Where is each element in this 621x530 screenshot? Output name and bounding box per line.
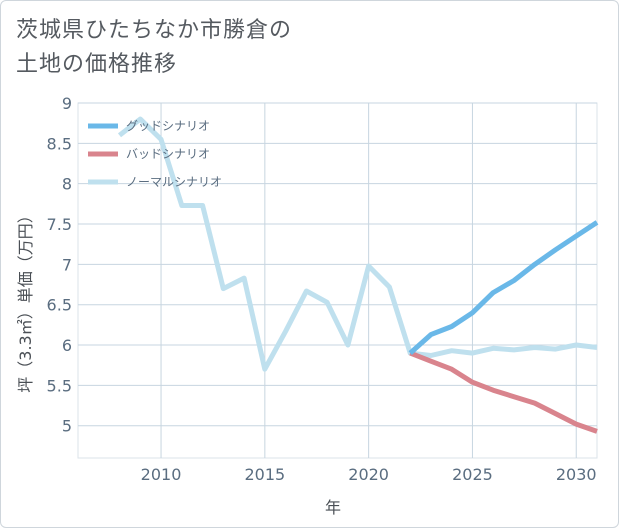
y-axis-label: 坪（3.3㎡）単価（万円）	[16, 207, 35, 392]
chart-title-line-2: 土地の価格推移	[16, 52, 178, 77]
series-line-1	[409, 350, 598, 434]
y-tick-label: 7	[62, 255, 72, 274]
x-tick-label: 2020	[348, 465, 389, 484]
x-tick-label: 2030	[556, 465, 597, 484]
chart-title: 茨城県ひたちなか市勝倉の 土地の価格推移	[16, 14, 292, 82]
y-tick-label: 8	[62, 175, 72, 194]
y-tick-label: 6.5	[47, 296, 72, 315]
tick-labels: 2010 2015 2020 2025 2030 5 5.5 6 6.5 7 7.5 8 8.5 9	[47, 94, 597, 484]
x-tick-label: 2025	[452, 465, 493, 484]
series-layer	[117, 116, 599, 434]
y-tick-label: 6	[62, 336, 72, 355]
legend-label-2: ノーマルシナリオ	[126, 175, 222, 189]
series-line-0	[408, 220, 599, 355]
series-line-2	[117, 116, 598, 372]
grid-lines	[77, 102, 598, 459]
y-tick-label: 5.5	[47, 376, 72, 395]
x-tick-label: 2015	[244, 465, 285, 484]
chart-title-line-1: 茨城県ひたちなか市勝倉の	[16, 18, 293, 43]
y-tick-label: 9	[62, 94, 72, 113]
y-tick-label: 8.5	[47, 134, 72, 153]
x-axis-label: 年	[325, 498, 341, 517]
x-tick-label: 2010	[141, 465, 182, 484]
y-tick-label: 5	[62, 417, 72, 436]
legend-label-1: バッドシナリオ	[126, 147, 210, 161]
y-tick-label: 7.5	[47, 215, 72, 234]
legend-label-0: グッドシナリオ	[126, 119, 210, 133]
